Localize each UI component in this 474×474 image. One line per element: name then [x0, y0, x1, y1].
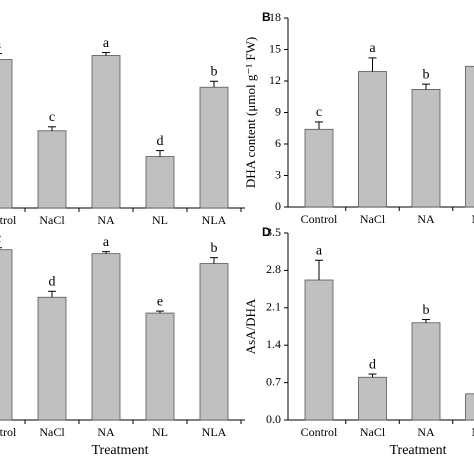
significance-letter: a	[103, 36, 110, 51]
y-tick-label: 15	[269, 41, 281, 55]
x-tick-label: NL	[152, 213, 168, 227]
bar	[411, 322, 441, 421]
bar	[304, 128, 334, 208]
x-axis-title: Treatment	[389, 443, 446, 458]
significance-letter: b	[423, 67, 430, 82]
significance-letter: b	[211, 241, 218, 256]
bar	[91, 55, 121, 209]
significance-letter: d	[157, 134, 164, 149]
bar	[0, 249, 13, 421]
x-tick-label: NaCl	[39, 425, 65, 439]
y-tick-label: 6	[275, 136, 281, 150]
y-tick-label: 12	[269, 73, 281, 87]
y-tick-label: 0.0	[266, 412, 281, 426]
bar	[465, 65, 474, 208]
x-tick-label: NL	[152, 425, 168, 439]
bar	[358, 376, 387, 421]
x-tick-label: NL	[472, 212, 474, 226]
x-tick-label: NLA	[202, 425, 227, 439]
x-tick-label: NaCl	[360, 212, 386, 226]
significance-letter: c	[49, 110, 55, 125]
x-tick-label: Control	[0, 213, 17, 227]
y-tick-label: 1.4	[266, 337, 281, 351]
significance-letter: a	[316, 243, 323, 258]
bar	[145, 312, 175, 421]
significance-letter: c	[0, 231, 1, 246]
y-tick-label: 2.1	[266, 300, 281, 314]
significance-letter: c	[316, 105, 322, 120]
significance-letter: a	[369, 41, 376, 56]
x-tick-label: NA	[97, 425, 115, 439]
bar	[37, 130, 67, 209]
y-tick-label: 3	[275, 167, 281, 181]
x-tick-label: NA	[97, 213, 115, 227]
x-tick-label: NLA	[202, 213, 227, 227]
bar	[0, 59, 13, 209]
y-tick-label: 0.7	[266, 374, 281, 388]
bar	[199, 263, 229, 421]
significance-letter: a	[103, 235, 110, 250]
x-tick-label: NA	[417, 425, 435, 439]
x-tick-label: Control	[0, 425, 17, 439]
x-tick-label: Control	[301, 425, 338, 439]
x-tick-label: NL	[472, 425, 474, 439]
panel-label: D	[262, 225, 271, 239]
bar	[358, 71, 387, 208]
x-tick-label: NA	[417, 212, 435, 226]
x-tick-label: NaCl	[39, 213, 65, 227]
significance-letter: b	[423, 303, 430, 318]
bar	[91, 253, 121, 421]
x-axis-title: Treatment	[91, 443, 148, 458]
significance-letter: d	[369, 357, 376, 372]
y-axis-title: AsA/DHA	[243, 298, 258, 354]
panel-label: B	[262, 10, 271, 24]
y-axis-title: DHA content (μmol g⁻¹ FW)	[243, 37, 258, 188]
significance-letter: b	[211, 64, 218, 79]
x-tick-label: NaCl	[360, 425, 386, 439]
y-tick-label: 2.8	[266, 262, 281, 276]
y-tick-label: 3.5	[266, 225, 281, 239]
bar	[411, 89, 441, 208]
y-tick-label: 9	[275, 104, 281, 118]
bar	[37, 296, 67, 421]
significance-letter: a	[0, 37, 2, 52]
y-tick-label: 0	[275, 199, 281, 213]
bar	[145, 156, 175, 209]
x-tick-label: Control	[301, 212, 338, 226]
significance-letter: d	[49, 275, 56, 290]
bar	[304, 279, 334, 421]
y-tick-label: 18	[269, 10, 281, 24]
significance-letter: e	[157, 294, 163, 309]
bar	[465, 393, 474, 421]
bar	[199, 86, 229, 209]
